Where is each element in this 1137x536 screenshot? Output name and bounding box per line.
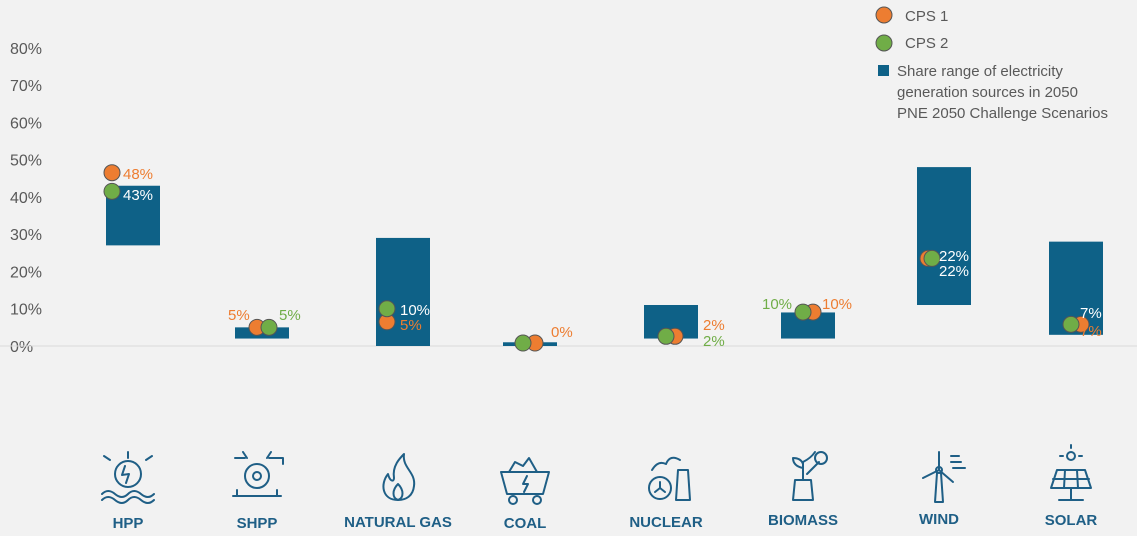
legend-cps1-marker xyxy=(875,6,893,24)
cps2-point xyxy=(923,249,941,267)
solar-panel-icon xyxy=(1050,444,1092,501)
cps2-point xyxy=(514,334,532,352)
legend-cps1-label: CPS 1 xyxy=(905,8,948,25)
legend-range-label: generation sources in 2050 xyxy=(897,84,1078,101)
hydro-dam-icon xyxy=(101,451,155,504)
legend-range-marker xyxy=(878,65,889,76)
cps2-point xyxy=(657,327,675,345)
cps2-point xyxy=(103,182,121,200)
flame-icon xyxy=(382,453,416,501)
cps2-data-label: 5% xyxy=(279,307,301,324)
cps2-data-label: 22% xyxy=(939,248,969,265)
cps2-point xyxy=(1062,315,1080,333)
legend: CPS 1 CPS 2 Share range of electricity gene… xyxy=(875,6,1108,122)
y-tick-label: 0% xyxy=(10,339,33,356)
category-labels: HPP SHPP NATURAL GAS COAL NUCLEAR BIOMASS WIND… xyxy=(113,511,1098,532)
cps1-data-label: 0% xyxy=(551,324,573,341)
legend-cps2-marker xyxy=(875,34,893,52)
category-icons xyxy=(101,444,1092,505)
coal-cart-icon xyxy=(500,457,550,505)
cps2-point xyxy=(794,303,812,321)
category-label: SOLAR xyxy=(1045,512,1098,529)
cps2-data-label: 2% xyxy=(703,333,725,350)
y-tick-label: 50% xyxy=(10,153,42,170)
y-tick-label: 40% xyxy=(10,190,42,207)
range-bar xyxy=(917,167,971,306)
cps2-data-label: 10% xyxy=(762,296,792,313)
category-label: NUCLEAR xyxy=(629,514,702,531)
y-tick-label: 80% xyxy=(10,41,42,58)
category-label: SHPP xyxy=(237,515,278,532)
y-tick-label: 70% xyxy=(10,78,42,95)
small-hydro-turbine-icon xyxy=(232,451,284,497)
cps1-data-label: 10% xyxy=(822,296,852,313)
cps1-data-label: 5% xyxy=(228,307,250,324)
category-label: HPP xyxy=(113,515,144,532)
legend-range-label: Share range of electricity xyxy=(897,63,1063,80)
data-labels: 48%5%5% 0% 2%10%22%7%43%5% 10%2%10%22%7% xyxy=(123,166,1102,350)
cps2-point xyxy=(378,300,396,318)
biomass-plant-icon xyxy=(792,451,828,501)
y-tick-label: 10% xyxy=(10,302,42,319)
cps2-point xyxy=(260,318,278,336)
cps2-data-label: 10% xyxy=(400,302,430,319)
y-tick-label: 20% xyxy=(10,264,42,281)
cps1-point xyxy=(103,164,121,182)
category-label: NATURAL GAS xyxy=(344,514,452,531)
cps1-data-label: 5% xyxy=(400,317,422,334)
cps1-data-label: 2% xyxy=(703,317,725,334)
cps2-data-label: 7% xyxy=(1080,305,1102,322)
y-axis: 0% 10% 20% 30% 40% 50% 60% 70% 80% xyxy=(10,41,42,356)
category-label: WIND xyxy=(919,511,959,528)
cps1-data-label: 22% xyxy=(939,263,969,280)
wind-turbine-icon xyxy=(922,451,966,503)
category-label: BIOMASS xyxy=(768,512,838,529)
cps1-data-label: 7% xyxy=(1080,323,1102,340)
y-tick-label: 30% xyxy=(10,227,42,244)
category-label: COAL xyxy=(504,515,547,532)
cps2-data-label: 43% xyxy=(123,187,153,204)
data-points xyxy=(103,164,1090,352)
cps1-data-label: 48% xyxy=(123,166,153,183)
y-tick-label: 60% xyxy=(10,115,42,132)
legend-range-label: PNE 2050 Challenge Scenarios xyxy=(897,105,1108,122)
legend-cps2-label: CPS 2 xyxy=(905,35,948,52)
nuclear-plant-icon xyxy=(648,456,691,501)
